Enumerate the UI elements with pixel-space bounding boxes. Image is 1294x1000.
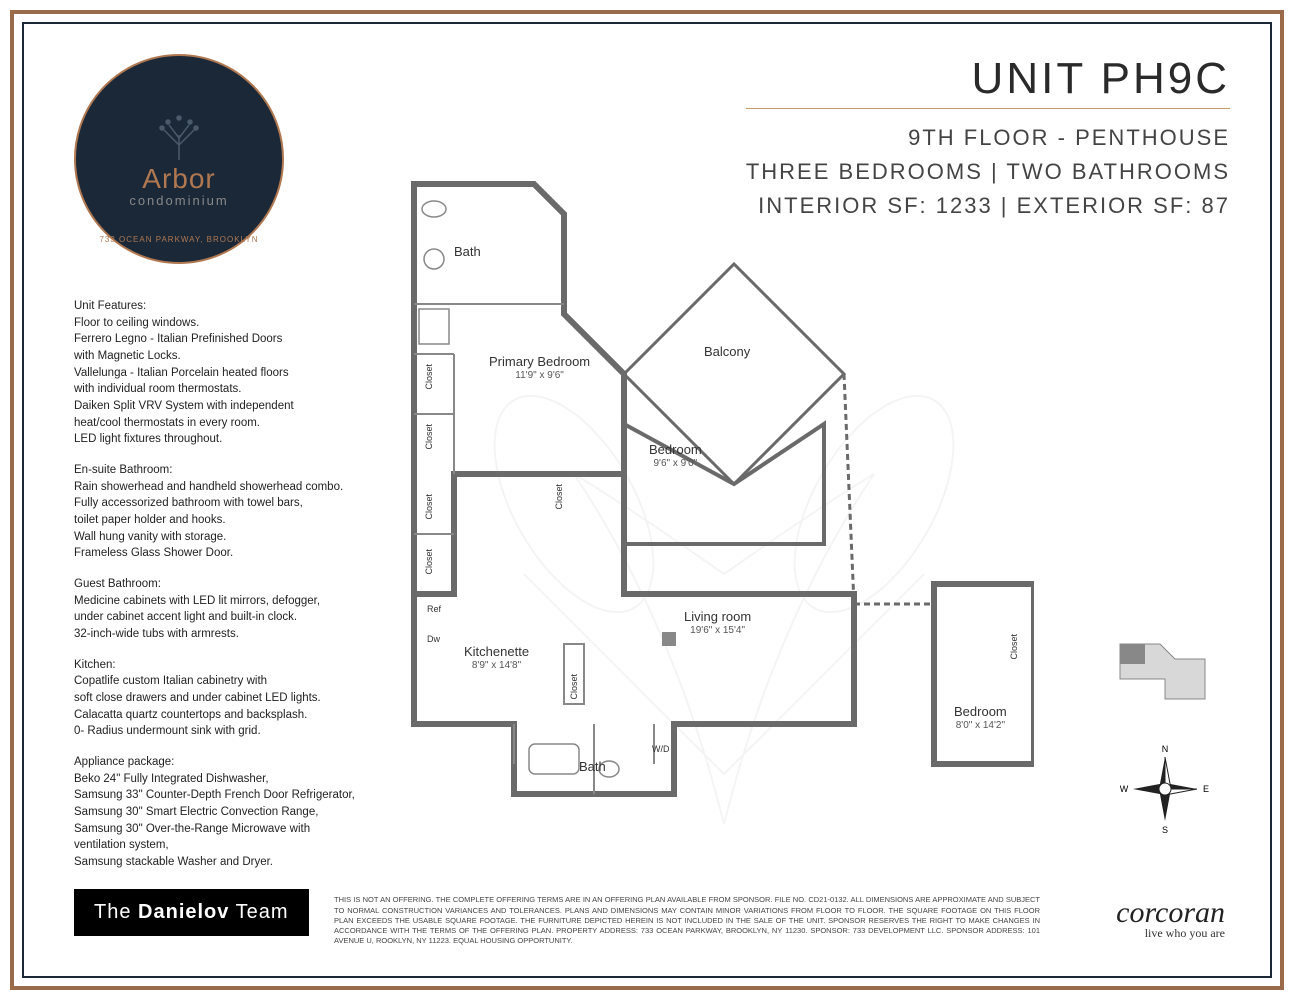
kitchen-title: Kitchen: <box>74 657 384 674</box>
closet-tag: Closet <box>569 674 579 700</box>
feature-line: soft close drawers and under cabinet LED… <box>74 690 384 707</box>
feature-line: Frameless Glass Shower Door. <box>74 545 384 562</box>
feature-line: 32-inch-wide tubs with armrests. <box>74 626 384 643</box>
guest-title: Guest Bathroom: <box>74 576 384 593</box>
compass-w: W <box>1120 784 1129 794</box>
closet-tag: Closet <box>424 364 434 390</box>
legal-disclaimer: THIS IS NOT AN OFFERING. THE COMPLETE OF… <box>334 895 1040 946</box>
wd-tag: W/D <box>652 744 670 754</box>
room-primary: Primary Bedroom 11'9" x 9'6" <box>489 354 590 382</box>
feature-line: Samsung 33" Counter-Depth French Door Re… <box>74 787 384 804</box>
feature-line: ventilation system, <box>74 837 384 854</box>
room-balcony: Balcony <box>704 344 750 360</box>
feature-line: Vallelunga - Italian Porcelain heated fl… <box>74 365 384 382</box>
feature-line: with individual room thermostats. <box>74 381 384 398</box>
feature-line: Samsung 30" Smart Electric Convection Ra… <box>74 804 384 821</box>
floor-plan: Bath Primary Bedroom 11'9" x 9'6" Balcon… <box>394 164 1034 814</box>
closet-tag: Closet <box>424 549 434 575</box>
feature-line: Calacatta quartz countertops and backspl… <box>74 707 384 724</box>
dw-tag: Dw <box>427 634 440 644</box>
compass-rose: N E S W <box>1120 744 1210 834</box>
closet-tag: Closet <box>1009 634 1019 660</box>
feature-line: Beko 24" Fully Integrated Dishwasher, <box>74 771 384 788</box>
feature-line: 0- Radius undermount sink with grid. <box>74 723 384 740</box>
team-badge: The Danielov Team <box>74 889 309 936</box>
feature-line: Ferrero Legno - Italian Prefinished Door… <box>74 331 384 348</box>
logo-brand: Arbor <box>142 163 215 195</box>
features-column: Unit Features: Floor to ceiling windows.… <box>74 284 384 871</box>
room-kitchenette: Kitchenette 8'9" x 14'8" <box>464 644 529 672</box>
broker-logo: corcoran live who you are <box>1116 896 1225 941</box>
feature-line: Samsung 30" Over-the-Range Microwave wit… <box>74 821 384 838</box>
closet-tag: Closet <box>424 424 434 450</box>
unit-features-title: Unit Features: <box>74 298 384 315</box>
team-prefix: The <box>94 901 138 923</box>
closet-tag: Closet <box>424 494 434 520</box>
compass-s: S <box>1162 825 1168 834</box>
feature-line: LED light fixtures throughout. <box>74 431 384 448</box>
room-bath1: Bath <box>454 244 481 260</box>
outer-frame: Arbor condominium 733 OCEAN PARKWAY, BRO… <box>10 10 1284 990</box>
feature-line: Medicine cabinets with LED lit mirrors, … <box>74 593 384 610</box>
room-bath2: Bath <box>579 759 606 775</box>
feature-line: Rain showerhead and handheld showerhead … <box>74 479 384 496</box>
arbor-logo: Arbor condominium 733 OCEAN PARKWAY, BRO… <box>74 54 284 264</box>
logo-subtitle: condominium <box>129 193 228 208</box>
feature-line: Floor to ceiling windows. <box>74 315 384 332</box>
team-suffix: Team <box>229 901 288 923</box>
feature-line: heat/cool thermostats in every room. <box>74 415 384 432</box>
room-living: Living room 19'6" x 15'4" <box>684 609 751 637</box>
closet-tag: Closet <box>554 484 564 510</box>
feature-line: with Magnetic Locks. <box>74 348 384 365</box>
room-bedroom2: Bedroom 9'6" x 9'0" <box>649 442 702 470</box>
logo-address: 733 OCEAN PARKWAY, BROOKLYN <box>99 235 258 244</box>
broker-name: corcoran <box>1116 896 1225 930</box>
feature-line: Copatlife custom Italian cabinetry with <box>74 673 384 690</box>
column-marker <box>662 632 676 646</box>
floorplan-svg <box>394 164 1034 814</box>
feature-line: Daiken Split VRV System with independent <box>74 398 384 415</box>
room-bedroom3: Bedroom 8'0" x 14'2" <box>954 704 1007 732</box>
feature-line: Wall hung vanity with storage. <box>74 529 384 546</box>
floor-line: 9TH FLOOR - PENTHOUSE <box>746 125 1230 151</box>
compass-n: N <box>1162 744 1169 754</box>
ref-tag: Ref <box>427 604 441 614</box>
inner-frame: Arbor condominium 733 OCEAN PARKWAY, BRO… <box>22 22 1272 978</box>
key-plan <box>1110 624 1220 714</box>
feature-line: Fully accessorized bathroom with towel b… <box>74 495 384 512</box>
tree-icon <box>144 110 214 169</box>
feature-line: Samsung stackable Washer and Dryer. <box>74 854 384 871</box>
feature-line: under cabinet accent light and built-in … <box>74 609 384 626</box>
team-name: Danielov <box>138 901 229 923</box>
feature-line: toilet paper holder and hooks. <box>74 512 384 529</box>
appliance-title: Appliance package: <box>74 754 384 771</box>
unit-title: UNIT PH9C <box>746 54 1230 109</box>
ensuite-title: En-suite Bathroom: <box>74 462 384 479</box>
page-content: Arbor condominium 733 OCEAN PARKWAY, BRO… <box>24 24 1270 976</box>
compass-e: E <box>1203 784 1209 794</box>
